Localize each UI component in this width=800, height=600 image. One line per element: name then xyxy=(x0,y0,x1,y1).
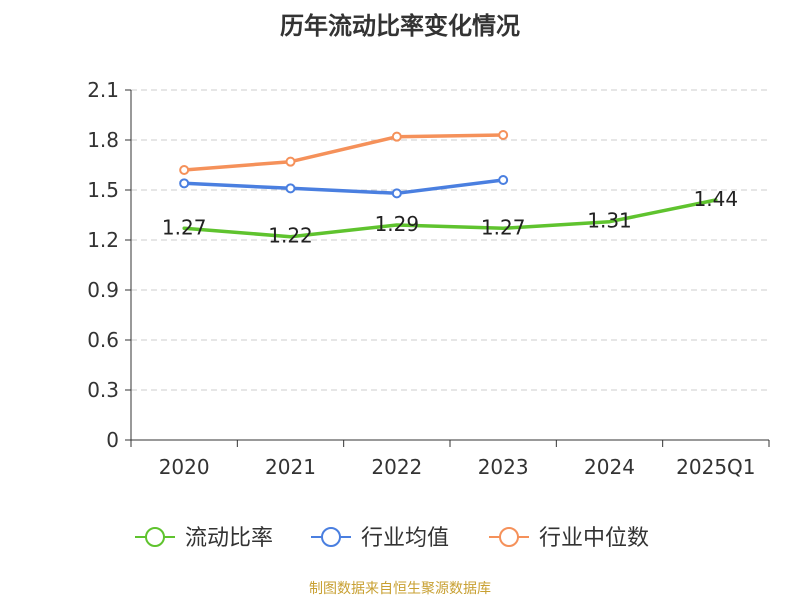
y-tick-label: 0 xyxy=(106,428,119,452)
data-label: 1.29 xyxy=(375,212,420,236)
y-tick-label: 0.9 xyxy=(87,278,119,302)
series-line-2 xyxy=(182,133,505,172)
x-tick-label: 2022 xyxy=(371,455,422,479)
data-label: 1.44 xyxy=(694,187,739,211)
series-line-1 xyxy=(182,178,505,196)
legend-label: 行业均值 xyxy=(361,526,449,551)
chart-title: 历年流动比率变化情况 xyxy=(280,12,520,40)
y-tick-label: 0.3 xyxy=(87,378,119,402)
y-tick-label: 0.6 xyxy=(87,328,119,352)
y-tick-label: 1.5 xyxy=(87,178,119,202)
legend-item[interactable]: 行业均值 xyxy=(311,526,449,551)
legend-marker xyxy=(499,527,519,547)
axes: 0 0.3 0.6 0.9 1.2 1.5 1.8 2.1 2020 2021 2022 2023 20… xyxy=(87,78,770,479)
legend-item[interactable]: 行业中位数 xyxy=(489,526,649,551)
data-label: 1.27 xyxy=(162,215,207,239)
series-point-2 xyxy=(391,131,402,142)
series-point-2 xyxy=(179,165,190,175)
legend[interactable]: 流动比率 行业均值 行业中位数 xyxy=(135,526,649,551)
y-tick-label: 2.1 xyxy=(87,78,119,102)
legend-label: 行业中位数 xyxy=(539,526,649,551)
series-lines xyxy=(179,130,718,239)
series-point-1 xyxy=(285,183,296,194)
legend-marker xyxy=(145,527,165,547)
y-tick-label: 1.8 xyxy=(87,128,119,152)
x-tick-label: 2020 xyxy=(159,455,210,479)
source-note: 制图数据来自恒生聚源数据库 xyxy=(309,581,491,597)
x-tick-label: 2025Q1 xyxy=(676,455,755,479)
data-labels: 1.27 1.22 1.29 1.27 1.31 1.44 xyxy=(162,187,738,248)
series-point-2 xyxy=(498,130,509,140)
legend-label: 流动比率 xyxy=(185,526,273,551)
data-label: 1.22 xyxy=(268,224,313,248)
x-tick-label: 2023 xyxy=(478,455,529,479)
series-line-0 xyxy=(182,198,718,239)
series-point-2 xyxy=(285,156,296,167)
y-tick-label: 1.2 xyxy=(87,228,119,252)
data-label: 1.31 xyxy=(587,209,632,233)
series-point-1 xyxy=(179,178,190,189)
x-tick-label: 2024 xyxy=(584,455,635,479)
legend-item[interactable]: 流动比率 xyxy=(135,526,273,551)
grid-lines xyxy=(131,89,769,391)
series-point-1 xyxy=(391,188,402,199)
series-point-1 xyxy=(498,175,509,185)
legend-marker xyxy=(321,527,341,547)
data-label: 1.27 xyxy=(481,215,526,239)
x-tick-label: 2021 xyxy=(265,455,316,479)
